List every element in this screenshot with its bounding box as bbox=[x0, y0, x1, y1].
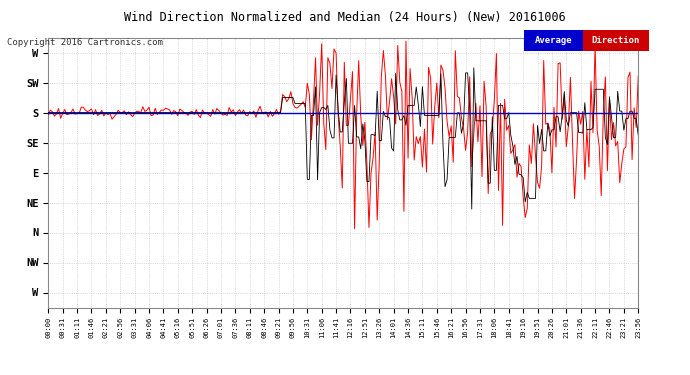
Text: Copyright 2016 Cartronics.com: Copyright 2016 Cartronics.com bbox=[7, 38, 163, 47]
Text: Wind Direction Normalized and Median (24 Hours) (New) 20161006: Wind Direction Normalized and Median (24… bbox=[124, 11, 566, 24]
Text: Average: Average bbox=[535, 36, 573, 45]
Text: Direction: Direction bbox=[591, 36, 640, 45]
